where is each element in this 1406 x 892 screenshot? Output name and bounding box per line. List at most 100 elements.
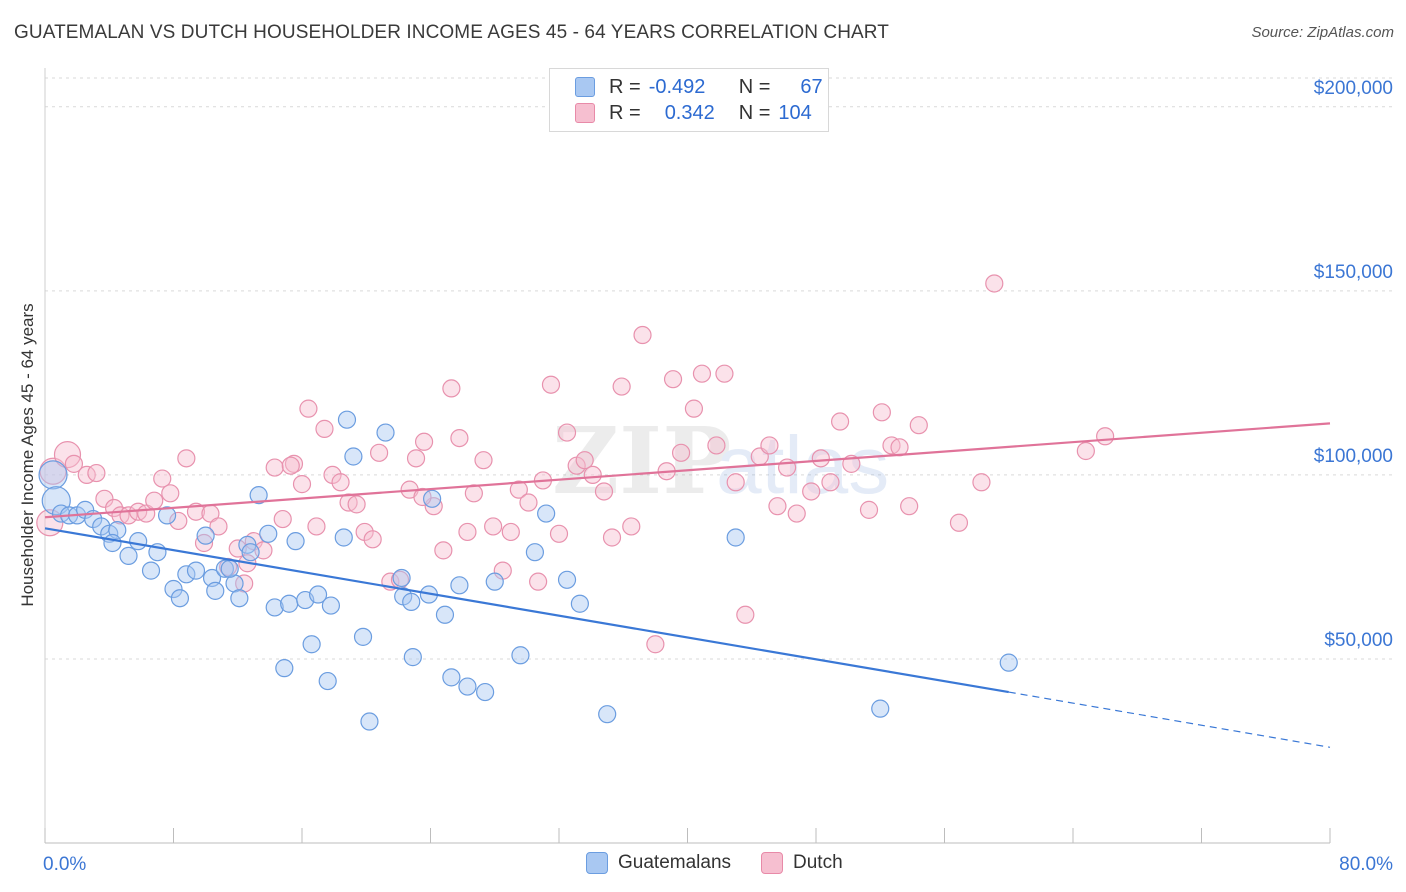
dutch-point [890,438,909,457]
dutch-point [859,500,879,519]
y-tick-label: $50,000 [1324,630,1393,651]
dutch-point [331,473,350,492]
dutch-point [292,475,312,494]
axes [44,68,1331,844]
dutch-point [64,454,84,473]
guatemalan-point [360,712,379,731]
guatemalan-point [177,565,196,584]
dutch-point [414,432,434,451]
dutch-point [872,403,891,422]
series-swatch-dutch [761,852,784,874]
guatemalan-point [476,682,495,702]
dutch-point [541,375,561,394]
legend-r-value: 0.342 [664,101,715,124]
watermark-zip: ZIP [552,407,731,515]
guatemalan-point [259,524,278,543]
dutch-point [235,574,254,593]
guatemalan-point [726,528,745,547]
guatemalan-point [337,410,357,429]
dutch-point [87,463,106,483]
series-legend-dutch: Dutch [761,852,843,874]
dutch-point [646,635,665,654]
x-tick-label: 80.0% [1339,854,1393,875]
dutch-point [370,443,389,462]
guatemalan-point [230,589,249,608]
dutch-point [633,325,652,345]
guatemalan-point [170,589,190,608]
dutch-point [442,379,461,398]
guatemalan-point [392,568,411,588]
dutch-point [671,443,691,462]
legend-r-label: R = [609,101,641,124]
dutch-point [209,517,228,536]
dutch-point [726,473,745,492]
dutch-point [1096,427,1115,446]
dutch-point [95,489,114,508]
dutch-point [347,495,366,514]
guatemalan-point [286,532,305,551]
guatemalan-point [511,646,530,665]
guatemalan-point [999,653,1018,672]
dutch-point [474,451,493,470]
guatemalan-point [119,546,138,565]
guatemalan-point [215,559,234,578]
guatemalan-point [334,528,353,547]
dutch-point [736,605,755,624]
guatemalan-point [103,533,122,553]
guatemalan-point [557,570,577,589]
guatemalan-point [344,447,363,466]
guatemalan-point [196,526,215,545]
guatemalan-point [249,486,268,505]
guatemalan-point [423,489,442,508]
guatemalan-point [241,543,260,562]
dutch-point [549,524,569,543]
guatemalan-point [41,486,71,516]
guatemalan-point [537,504,556,523]
dutch-point [284,454,304,473]
guatemalan-point [206,581,225,600]
guatemalan-point [570,594,589,613]
guatemalan-point [186,561,206,580]
guatemalan-point [265,598,284,617]
series-legend: Guatemalans Dutch [586,852,873,874]
dutch-point [177,449,196,468]
legend-n-value: 104 [778,101,812,124]
dutch-point [830,412,850,431]
x-tick-label: 0.0% [43,854,86,875]
trend-lines [44,422,1331,748]
legend-n-value: 67 [800,75,823,98]
guatemalan-point [164,579,183,599]
dutch-point [529,572,548,591]
legend-row-dutch: R = 0.342 N = 104 [575,100,812,126]
legend-r-value: -0.492 [648,75,706,98]
dutch-point [684,399,704,418]
dutch-point [985,274,1004,293]
dutch-point [715,364,734,383]
guatemalan-point [318,671,337,691]
guatemalan-point [321,596,341,615]
dutch-point [594,482,614,501]
tick-labels: $50,000 $100,000 $150,000 $200,000 0.0% 80.0% [43,78,1393,875]
guatemalan-point [376,423,395,442]
dutch-point [909,416,928,435]
dutch-point [450,428,469,448]
dutch-point [153,469,172,488]
guatemalan-point [442,668,461,687]
guatemalan-point [308,585,328,604]
dutch-point [787,504,806,523]
dutch-point [509,480,528,499]
guatemalan-point [157,506,177,525]
series-legend-guatemalans: Guatemalans [586,852,731,874]
dutch-point [949,513,969,532]
guatemalan-point [129,532,148,551]
guatemalan-point [220,559,239,578]
dutch-point [802,482,821,501]
y-tick-label: $200,000 [1314,78,1393,99]
guatemalan-point [485,572,504,591]
chart-title: GUATEMALAN VS DUTCH HOUSEHOLDER INCOME A… [14,22,889,43]
dutch-point [53,441,82,469]
guatemalan-point [275,659,294,678]
guatemalan-points [38,410,1018,731]
dutch-points [36,274,1115,654]
